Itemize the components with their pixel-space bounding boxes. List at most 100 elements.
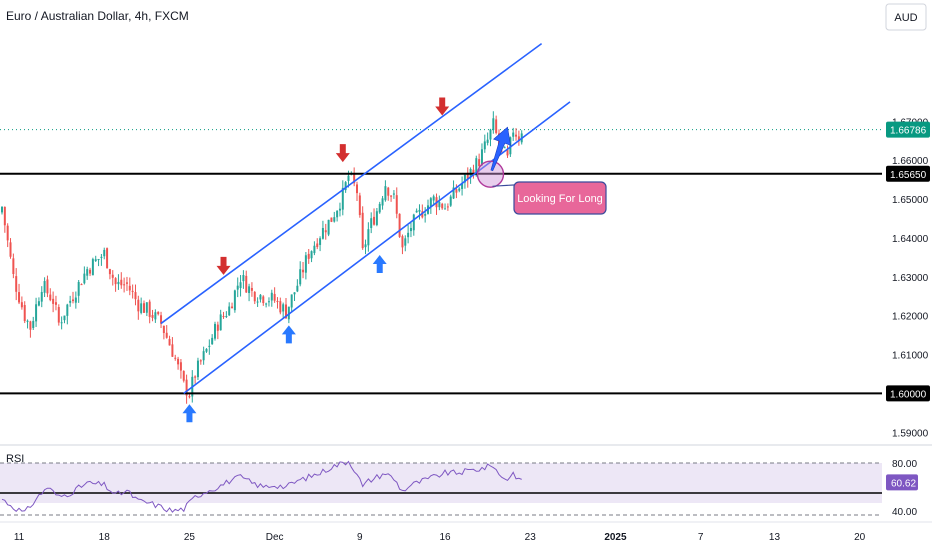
candle <box>137 295 140 320</box>
candle-body <box>225 315 228 317</box>
candle-body <box>157 311 160 315</box>
candle <box>319 236 322 252</box>
candle-body <box>37 301 40 306</box>
candle-body <box>356 184 358 194</box>
candle <box>358 192 361 218</box>
currency-button[interactable]: AUD <box>885 3 927 31</box>
candle-body <box>395 195 398 214</box>
candle-body <box>29 321 32 330</box>
candle <box>324 223 327 240</box>
candle-body <box>463 174 466 183</box>
candle-body <box>438 202 441 208</box>
candle <box>151 309 154 322</box>
rsi-pane[interactable]: RSI 80.00 40.00 60.62 <box>0 444 932 518</box>
candle-body <box>509 137 512 155</box>
candle <box>395 187 398 219</box>
candle <box>302 261 305 279</box>
candle-body <box>106 248 109 269</box>
candles <box>1 111 523 404</box>
candle-body <box>154 312 157 320</box>
candle <box>6 223 9 248</box>
candle-body <box>199 360 202 362</box>
channel-line-upper[interactable] <box>160 42 543 325</box>
candle-body <box>347 175 350 181</box>
candle <box>256 297 259 307</box>
candle <box>330 217 333 223</box>
candle-body <box>196 360 199 378</box>
target-circle[interactable] <box>476 160 505 188</box>
candle <box>214 321 216 341</box>
price-axis[interactable]: 1.670001.660001.650001.640001.630001.620… <box>886 117 930 439</box>
time-axis[interactable]: 11 18 25 Dec 9 16 23 2025 7 13 20 <box>0 521 932 543</box>
candle-body <box>307 253 310 259</box>
level-value: 1.65650 <box>890 170 927 181</box>
candle-body <box>483 141 486 150</box>
candle-body <box>72 299 74 302</box>
candle <box>503 146 506 149</box>
callout-box[interactable] <box>513 181 607 215</box>
candle-body <box>120 279 123 286</box>
candle-body <box>40 291 43 302</box>
candle <box>480 143 483 167</box>
trend-channel[interactable] <box>160 42 571 395</box>
candle-body <box>202 351 205 361</box>
candle <box>46 275 49 298</box>
horizontal-levels[interactable] <box>0 172 882 395</box>
candle-body <box>515 134 518 137</box>
candle <box>353 167 356 187</box>
candle-body <box>338 208 341 211</box>
candle-body <box>475 158 478 176</box>
candle <box>265 302 268 308</box>
candle <box>100 253 103 266</box>
candle <box>446 203 449 211</box>
candle-body <box>97 259 100 261</box>
candle <box>441 202 444 210</box>
date-tick-label: 18 <box>99 532 111 543</box>
candle-body <box>381 198 384 206</box>
candle-body <box>506 149 509 156</box>
candle-body <box>140 303 143 313</box>
annotation-group[interactable]: Looking For Long <box>476 126 607 215</box>
candle-body <box>361 212 364 249</box>
candle <box>117 274 120 290</box>
candle <box>60 316 63 330</box>
candle-body <box>358 195 361 216</box>
candle <box>512 127 515 141</box>
candle <box>211 334 214 345</box>
candle <box>239 275 242 297</box>
candle <box>26 319 29 329</box>
candle <box>97 258 100 267</box>
candle-body <box>228 306 231 316</box>
candle-body <box>134 292 137 300</box>
candle-body <box>432 196 435 201</box>
candle-body <box>398 213 401 237</box>
candle-body <box>472 169 475 176</box>
candle <box>40 286 43 308</box>
candle-body <box>367 229 370 246</box>
date-tick-label: 23 <box>525 532 537 543</box>
candle <box>279 297 282 315</box>
candle <box>517 130 520 146</box>
candle-body <box>390 195 393 197</box>
candle <box>145 302 148 317</box>
candle-body <box>94 259 97 262</box>
candle-body <box>52 298 55 304</box>
candle-body <box>248 286 251 294</box>
candle-body <box>168 339 171 346</box>
candle <box>333 211 336 223</box>
candle <box>390 195 393 202</box>
channel-line-lower[interactable] <box>183 101 571 395</box>
candle-body <box>517 136 520 142</box>
candle <box>375 208 378 227</box>
candle <box>458 187 461 193</box>
candle <box>296 279 299 293</box>
candle-body <box>18 292 21 303</box>
candle-body <box>148 301 151 317</box>
date-tick-label: 7 <box>698 532 704 543</box>
candle <box>29 320 32 338</box>
candle <box>219 309 222 331</box>
date-tick-label: 2025 <box>604 532 627 543</box>
candle-body <box>478 159 481 167</box>
candle-body <box>46 279 49 294</box>
